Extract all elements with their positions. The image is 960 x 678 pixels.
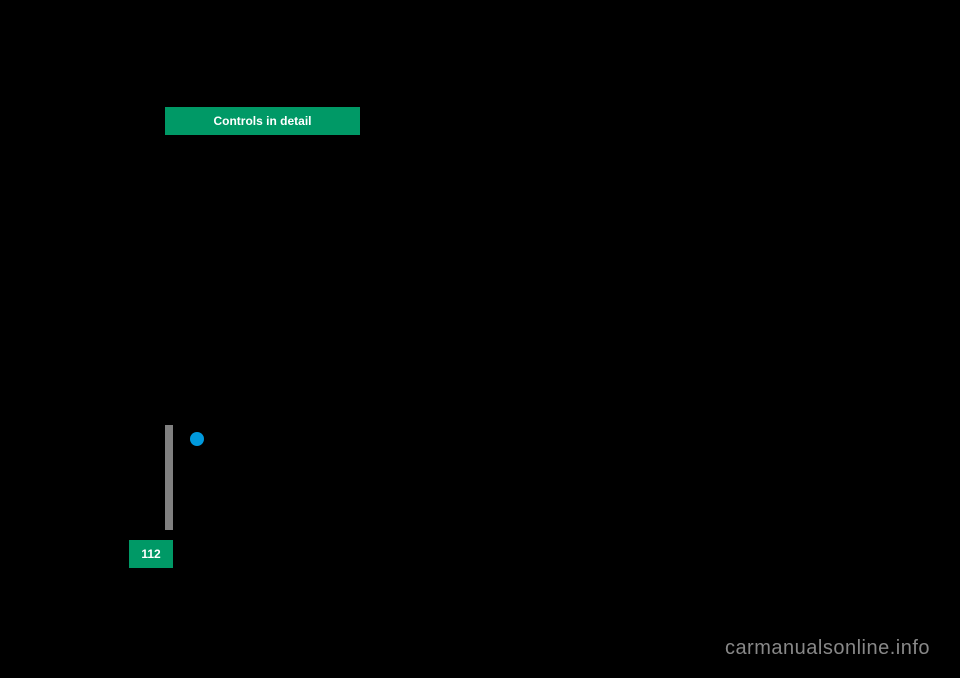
side-indicator-dot — [190, 432, 204, 446]
side-indicator-bar — [165, 425, 173, 530]
page-number-value: 112 — [141, 547, 160, 561]
header-title: Controls in detail — [213, 114, 311, 128]
page-number-box: 112 — [129, 540, 173, 568]
watermark-text: carmanualsonline.info — [725, 637, 930, 660]
header-tab: Controls in detail — [165, 107, 360, 135]
